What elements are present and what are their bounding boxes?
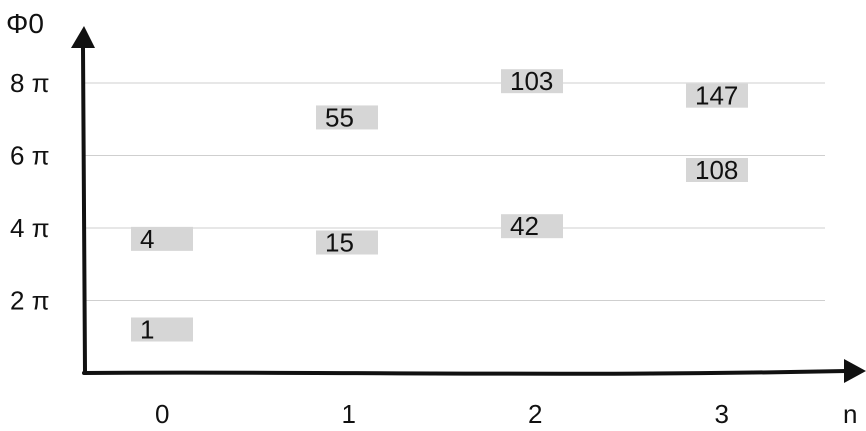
y-axis-line — [81, 46, 87, 374]
x-tick-label: 3 — [715, 399, 729, 429]
y-tick-labels: 2 π 4 π 6 π 8 π — [10, 68, 50, 316]
data-point-label: 147 — [695, 81, 738, 111]
data-point-label: 55 — [325, 102, 354, 132]
data-point: 55 — [316, 102, 378, 132]
x-axis-line — [82, 369, 848, 376]
axes — [71, 26, 866, 383]
y-tick-label: 6 π — [10, 141, 50, 171]
data-point: 147 — [686, 81, 748, 111]
data-point-label: 108 — [695, 155, 738, 185]
data-point: 4 — [131, 224, 193, 254]
data-point: 1 — [131, 315, 193, 345]
y-tick-label: 8 π — [10, 68, 50, 98]
data-points: 1 4 15 55 42 103 108 147 — [131, 66, 748, 345]
data-point-box — [501, 214, 563, 239]
data-point-label: 42 — [510, 211, 539, 241]
y-axis-arrowhead — [71, 26, 95, 48]
data-point-label: 1 — [140, 315, 154, 345]
data-point-label: 4 — [140, 224, 154, 254]
data-point: 15 — [316, 228, 378, 258]
x-tick-label: 0 — [155, 399, 169, 429]
data-point: 42 — [501, 211, 563, 241]
y-tick-label: 4 π — [10, 213, 50, 243]
x-axis-label: n — [843, 399, 857, 429]
data-point-box — [501, 69, 563, 94]
y-tick-label: 2 π — [10, 286, 50, 316]
x-tick-labels: 0 1 2 3 — [155, 399, 729, 429]
data-point-box — [686, 158, 748, 182]
y-axis-label: Φ0 — [6, 8, 44, 39]
x-tick-label: 1 — [342, 399, 356, 429]
data-point-box — [316, 230, 378, 255]
data-point-box — [131, 317, 193, 342]
data-point: 103 — [501, 66, 563, 96]
x-axis-arrowhead — [844, 359, 866, 383]
grid-lines — [85, 82, 825, 301]
data-point: 108 — [686, 155, 748, 185]
data-point-box — [686, 83, 748, 108]
data-point-box — [316, 105, 378, 130]
data-point-box — [131, 226, 193, 251]
x-tick-label: 2 — [528, 399, 542, 429]
data-point-label: 103 — [510, 66, 553, 96]
data-point-label: 15 — [325, 228, 354, 258]
